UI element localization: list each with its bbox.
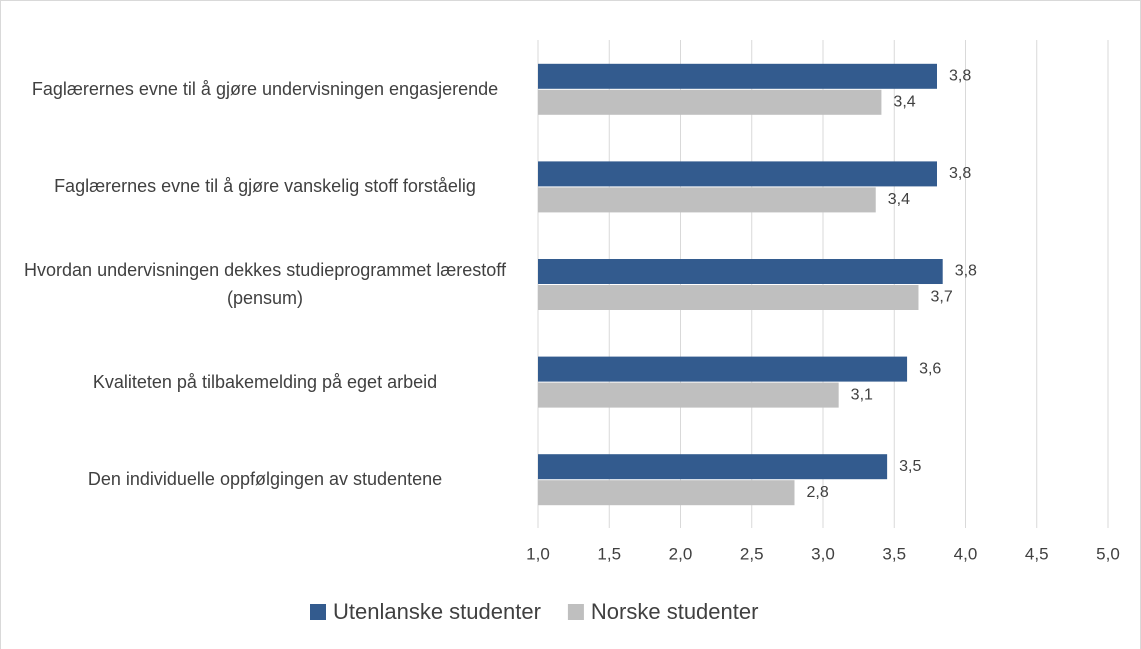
value-label: 3,8: [949, 68, 971, 85]
bar: [538, 63, 937, 89]
x-tick-label: 1,5: [597, 544, 621, 563]
value-label: 3,4: [888, 191, 910, 208]
bar: [538, 480, 795, 506]
x-tick-label: 4,5: [1025, 544, 1049, 563]
bar: [538, 259, 943, 284]
bar: [538, 89, 882, 115]
value-label: 3,8: [949, 165, 971, 182]
value-label: 3,8: [955, 263, 977, 280]
bar: [538, 161, 937, 187]
y-tick-label: Faglærernes evne til å gjøre vanskelig s…: [54, 176, 476, 197]
bar: [538, 382, 839, 408]
y-tick-label: Den individuelle oppfølgingen av student…: [87, 469, 443, 490]
bar: [538, 285, 919, 310]
bar: [538, 454, 888, 480]
legend-label: Norske studenter: [591, 599, 759, 624]
value-label: 3,4: [893, 94, 915, 111]
bar: [538, 356, 908, 382]
x-tick-label: 2,0: [669, 544, 693, 563]
legend-swatch: [567, 604, 584, 620]
y-tick-label: Hvordan undervisningen dekkes studieprog…: [24, 260, 506, 308]
x-tick-label: 3,0: [811, 544, 835, 563]
value-label: 2,8: [807, 484, 829, 501]
value-label: 3,6: [919, 360, 941, 377]
y-tick-label: Faglærernes evne til å gjøre undervisnin…: [31, 78, 499, 99]
legend-label: Utenlanske studenter: [333, 599, 541, 624]
value-label: 3,5: [899, 458, 921, 475]
legend-swatch: [310, 604, 326, 620]
x-tick-label: 1,0: [526, 544, 550, 563]
x-tick-label: 2,5: [740, 544, 764, 563]
x-tick-label: 3,5: [882, 544, 906, 563]
value-label: 3,1: [851, 386, 873, 403]
bar: [538, 187, 876, 213]
value-label: 3,7: [930, 289, 952, 306]
y-tick-label: Kvaliteten på tilbakemelding på eget arb…: [92, 371, 438, 392]
x-tick-label: 5,0: [1096, 544, 1120, 563]
x-tick-label: 4,0: [954, 544, 978, 563]
